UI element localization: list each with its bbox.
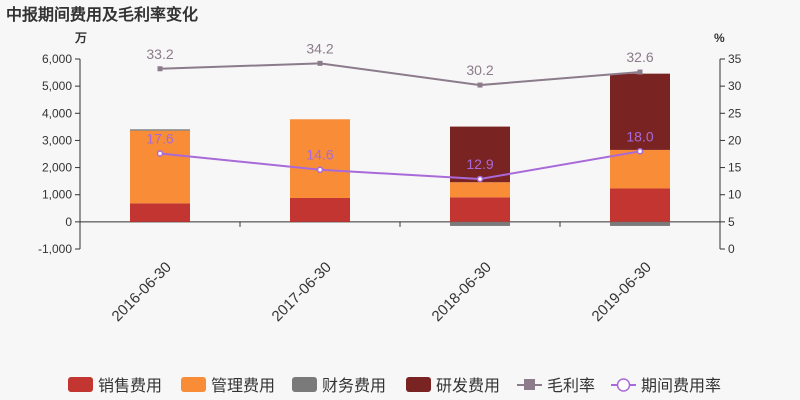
line-2-label: 14.6 xyxy=(306,147,333,163)
line-2-point xyxy=(156,150,164,157)
line-2-label: 18.0 xyxy=(626,128,653,144)
x-tick-label: 2018-06-30 xyxy=(429,259,495,325)
line-1-point xyxy=(157,66,163,72)
bars xyxy=(130,73,670,226)
right-tick-label: 35 xyxy=(728,52,742,66)
bar-1-1 xyxy=(130,203,190,222)
line-1-point xyxy=(637,69,643,75)
line-1 xyxy=(159,62,641,87)
bar-2-4 xyxy=(610,149,670,189)
bar-1-3 xyxy=(450,197,510,222)
right-axis-unit: % xyxy=(714,31,725,45)
left-tick-label: -1,000 xyxy=(38,242,72,256)
right-tick-label: 10 xyxy=(728,188,742,202)
left-axis-unit: 万 xyxy=(74,31,87,45)
line-1-point xyxy=(477,82,483,88)
legend-label-1: 销售费用 xyxy=(98,377,162,395)
right-tick-label: 25 xyxy=(728,106,742,120)
legend-marker-6 xyxy=(616,378,631,392)
bar-1-4 xyxy=(610,188,670,222)
legend-label-5: 毛利率 xyxy=(547,377,595,395)
line-2-point xyxy=(476,175,484,183)
bar-2-1 xyxy=(130,130,190,204)
line-2-point xyxy=(636,148,644,155)
legend-swatch-3 xyxy=(292,377,317,392)
bar-2-2 xyxy=(290,119,350,198)
line-2-point xyxy=(316,166,324,173)
x-tick-label: 2017-06-30 xyxy=(269,259,335,325)
bar-4-4 xyxy=(610,73,670,150)
bar-4-3 xyxy=(450,126,510,183)
left-tick-label: 3,000 xyxy=(42,133,72,147)
legend-marker-5 xyxy=(524,379,535,390)
left-tick-label: 2,000 xyxy=(42,161,72,175)
left-tick-label: 5,000 xyxy=(42,79,72,93)
lines: 33.2 34.2 30.2 32.6 17.6 14.6 12.9 18.0 xyxy=(146,40,654,183)
legend-label-4: 研发费用 xyxy=(436,377,500,395)
legend-swatch-2 xyxy=(181,377,206,392)
chart-title: 中报期间费用及毛利率变化 xyxy=(6,5,198,24)
line-2 xyxy=(159,150,641,180)
line-2-label: 12.9 xyxy=(466,156,493,172)
line-1-label: 30.2 xyxy=(466,62,493,78)
right-tick-label: 20 xyxy=(728,133,742,147)
line-1-label: 34.2 xyxy=(306,40,333,56)
legend-label-3: 财务费用 xyxy=(322,377,386,395)
right-tick-label: 15 xyxy=(728,161,742,175)
legend-swatch-1 xyxy=(68,377,93,392)
left-tick-label: 1,000 xyxy=(42,188,72,202)
x-tick-label: 2016-06-30 xyxy=(109,259,175,325)
right-tick-label: 30 xyxy=(728,79,742,93)
bar-3-3 xyxy=(450,221,510,226)
bar-1-2 xyxy=(290,197,350,222)
right-tick-label: 5 xyxy=(728,215,735,229)
bar-3-1 xyxy=(130,129,190,131)
legend-label-2: 管理费用 xyxy=(211,377,275,395)
bar-2-3 xyxy=(450,182,510,198)
x-tick-label: 2019-06-30 xyxy=(589,259,655,325)
left-tick-label: 6,000 xyxy=(42,52,72,66)
left-tick-label: 4,000 xyxy=(42,106,72,120)
left-tick-label: 0 xyxy=(65,215,72,229)
line-1-point xyxy=(317,60,323,66)
legend-label-6: 期间费用率 xyxy=(641,377,721,395)
right-tick-label: 0 xyxy=(728,242,735,256)
legend-swatch-4 xyxy=(406,377,431,392)
bar-3-4 xyxy=(610,221,670,226)
legend: 销售费用 管理费用 财务费用 研发费用 毛利率 期间费用率 xyxy=(68,377,721,395)
line-1-label: 32.6 xyxy=(626,49,653,65)
line-1-label: 33.2 xyxy=(146,46,173,62)
line-2-label: 17.6 xyxy=(146,130,173,146)
